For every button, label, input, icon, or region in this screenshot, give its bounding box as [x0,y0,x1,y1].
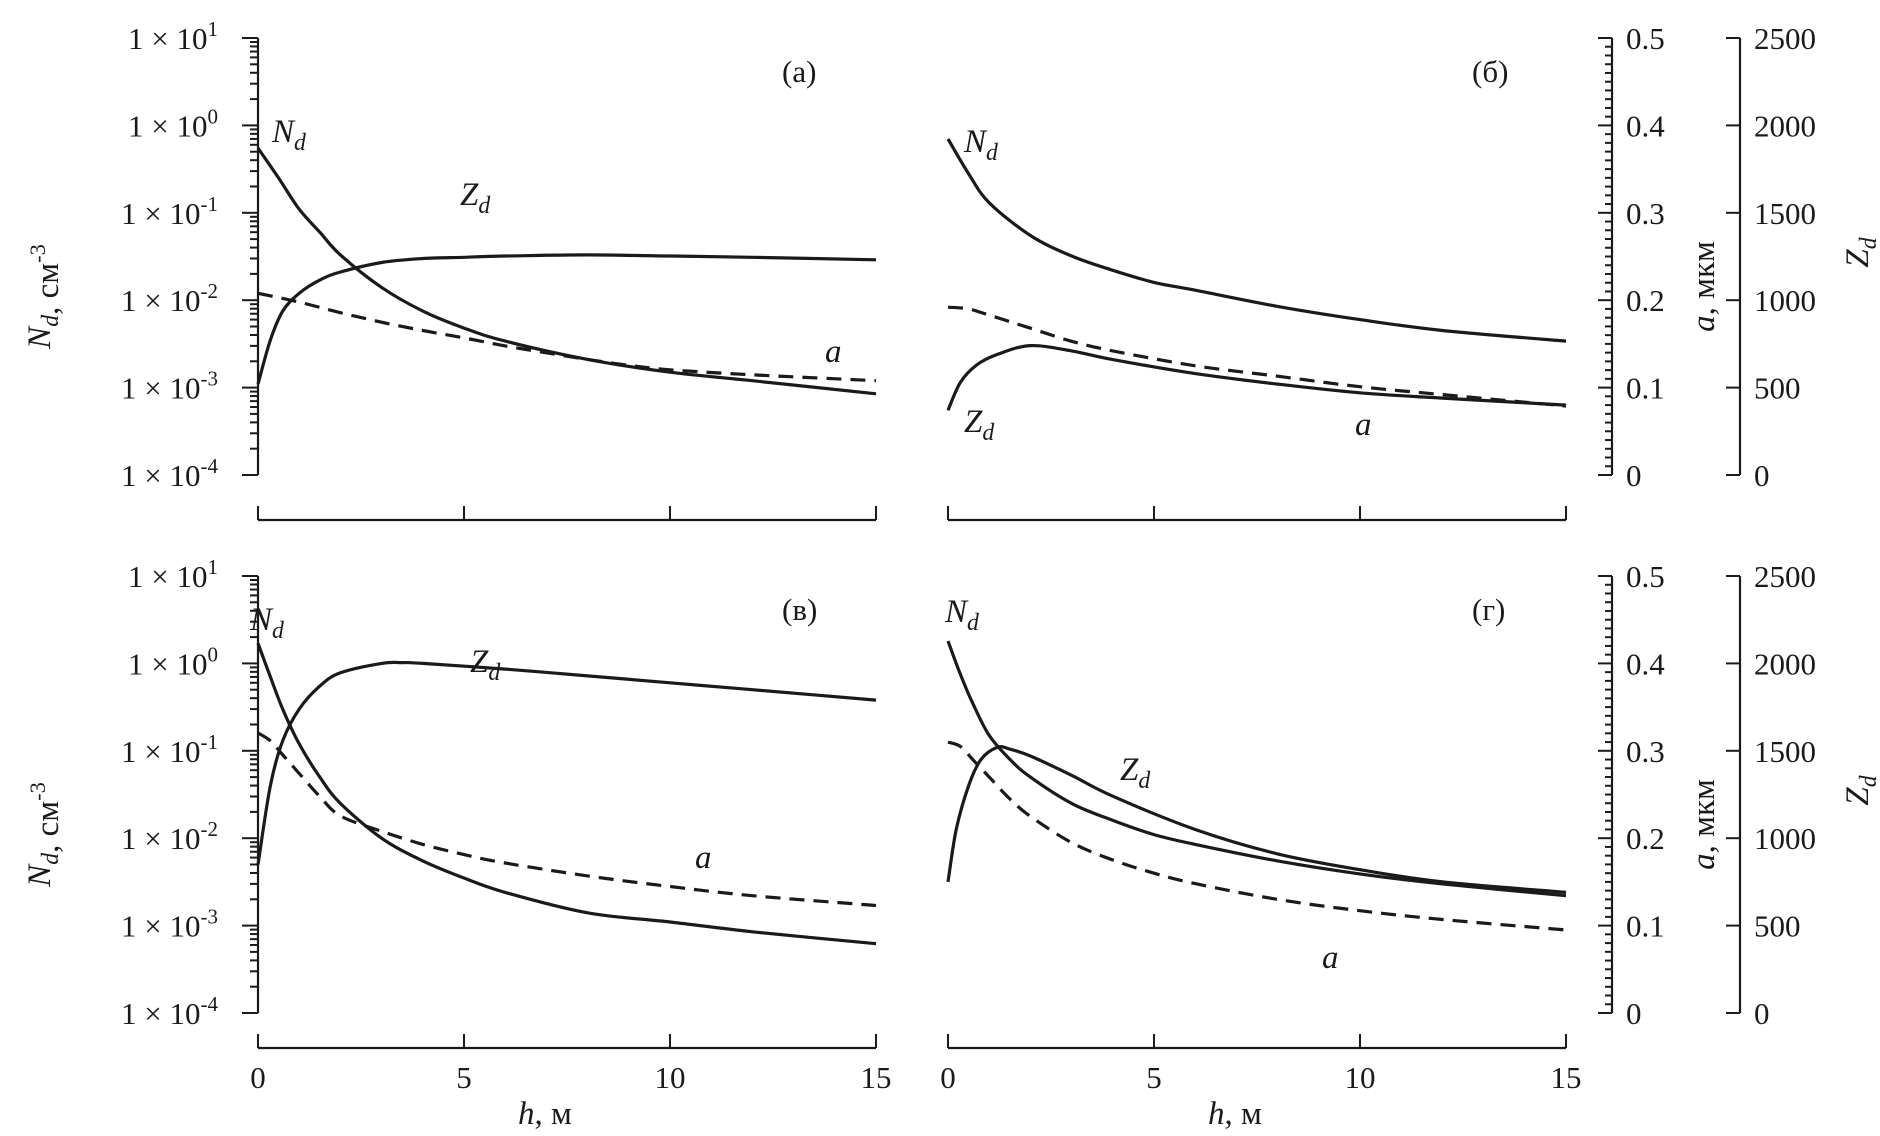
x-tick-label: 5 [456,1060,472,1095]
y-tick-label: 1 × 10-1 [121,730,218,769]
right-tick-label: 2000 [1754,646,1816,681]
series-a-label: a [1355,407,1372,443]
x-tick-label: 0 [250,1060,266,1095]
right-tick-label: 0.2 [1626,821,1665,856]
series-a-label: a [1322,940,1339,976]
x-axis [947,506,1567,522]
a-axis: 0 0.1 0.2 0.3 0.4 0.5 a, мкм [1598,21,1722,493]
x-tick-label: 10 [655,1060,686,1095]
panel-label: (б) [1472,54,1508,89]
panel-label: (а) [782,54,816,89]
panel-b: (б) 0 0.1 0.2 0.3 0.4 0.5 a, мкм 0 500 1000 1500 200… [946,21,1880,522]
x-tick-label: 0 [940,1060,956,1095]
x-tick-label: 15 [1551,1060,1582,1095]
series-zd-line [256,253,877,385]
a-axis: 0 0.1 0.2 0.3 0.4 0.5 a, мкм [1598,559,1722,1031]
panel-label: (в) [782,592,817,627]
right-tick-label: 500 [1754,371,1801,406]
series-a-label: a [695,840,712,876]
y-tick-label: 1 × 10-2 [121,279,218,318]
series-a-line [947,740,1567,932]
series-nd-label: Nd [944,594,979,636]
y-tick-label: 1 × 10-4 [121,992,218,1031]
y-tick-label: 1 × 10-2 [121,817,218,856]
right-tick-label: 0.5 [1626,21,1665,56]
y-tick-label: 1 × 100 [128,642,218,681]
y-tick-label: 1 × 10-4 [121,454,218,493]
y-tick-label: 1 × 101 [128,17,218,56]
series-zd-label: Zd [964,404,994,446]
series-nd-label: Nd [271,114,306,156]
right-tick-label: 0 [1754,996,1770,1031]
x-axis: 0 5 10 15 h, м [250,1034,892,1132]
a-axis-title: a, мкм [1686,241,1722,332]
right-tick-label: 0 [1626,458,1642,493]
right-tick-label: 2500 [1754,21,1816,56]
right-tick-label: 0.3 [1626,196,1665,231]
series-a-line [257,731,877,908]
right-tick-label: 1500 [1754,734,1816,769]
panel-a: (а) 1 × 101 1 × 100 1 × 10-1 1 × 10-2 1 × 10-… [22,17,877,522]
x-tick-label: 10 [1345,1060,1376,1095]
x-axis [257,506,877,522]
x-tick-label: 15 [861,1060,892,1095]
series-zd-label: Zd [470,644,500,686]
right-tick-label: 0.3 [1626,734,1665,769]
series-nd-line [256,642,877,946]
y-tick-label: 1 × 10-1 [121,192,218,231]
left-axis-title: Nd, см-3 [22,244,66,350]
right-tick-label: 2500 [1754,559,1816,594]
x-axis-title: h, м [1208,1096,1262,1132]
zd-axis-title: Zd [1840,237,1880,267]
x-axis-title: h, м [518,1096,572,1132]
right-tick-label: 0.5 [1626,559,1665,594]
right-tick-label: 0 [1754,458,1770,493]
series-zd-label: Zd [460,177,490,219]
zd-axis: 0 500 1000 1500 2000 2500 Zd [1726,21,1880,493]
right-tick-label: 1000 [1754,821,1816,856]
left-axis: 1 × 101 1 × 100 1 × 10-1 1 × 10-2 1 × 10-3 1 … [22,17,260,493]
series-a-line [257,291,877,383]
series-nd-label: Nd [963,124,998,166]
series-zd-line [946,343,1567,411]
series-a-label: a [825,334,842,370]
y-tick-label: 1 × 101 [128,555,218,594]
series-nd-label: Nd [249,602,284,644]
right-tick-label: 0.1 [1626,909,1665,944]
a-axis-title: a, мкм [1686,779,1722,870]
series-zd-label: Zd [1120,752,1150,794]
panel-g: (г) 0 5 10 15 h, м 0 0.1 0.2 0.3 0.4 0.5 a, мкм 0 500 1… [940,559,1880,1132]
right-tick-label: 0.4 [1626,108,1665,143]
right-tick-label: 0.4 [1626,646,1665,681]
series-zd-line [946,745,1567,894]
y-tick-label: 1 × 10-3 [121,367,218,406]
y-tick-label: 1 × 100 [128,104,218,143]
right-tick-label: 1500 [1754,196,1816,231]
y-tick-label: 1 × 10-3 [121,905,218,944]
panel-label: (г) [1472,592,1505,627]
series-a-line [947,305,1567,408]
x-axis: 0 5 10 15 h, м [940,1034,1582,1132]
left-axis-title: Nd, см-3 [22,782,66,888]
right-tick-label: 0.1 [1626,371,1665,406]
series-zd-line [256,660,877,865]
right-tick-label: 2000 [1754,108,1816,143]
series-nd-line [946,640,1567,898]
x-tick-label: 5 [1146,1060,1162,1095]
right-tick-label: 500 [1754,909,1801,944]
left-axis: 1 × 101 1 × 100 1 × 10-1 1 × 10-2 1 × 10-3 1 … [22,555,260,1031]
series-nd-line [256,147,877,396]
right-tick-label: 0.2 [1626,283,1665,318]
zd-axis-title: Zd [1840,775,1880,805]
zd-axis: 0 500 1000 1500 2000 2500 Zd [1726,559,1880,1031]
right-tick-label: 1000 [1754,283,1816,318]
right-tick-label: 0 [1626,996,1642,1031]
series-nd-line [946,138,1567,343]
